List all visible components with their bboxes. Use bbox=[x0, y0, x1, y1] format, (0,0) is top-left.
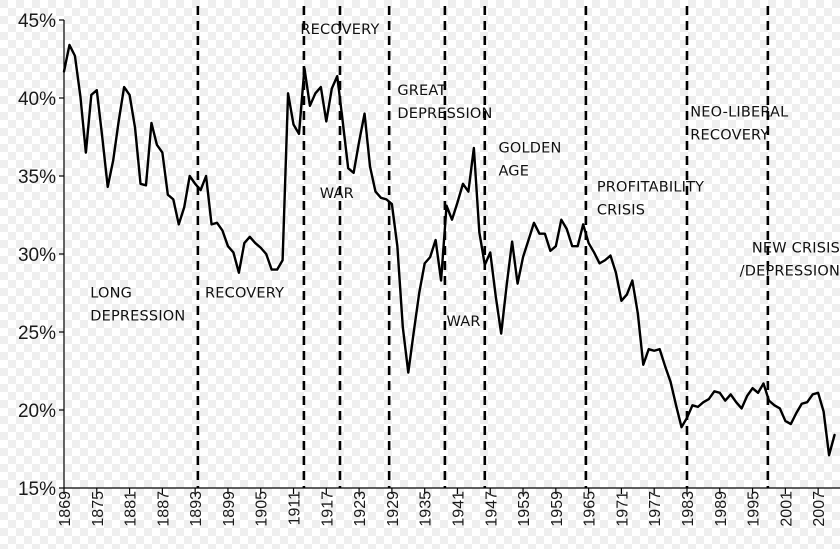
annotation-line: GOLDEN bbox=[498, 141, 561, 157]
annotation-line: /DEPRESSION bbox=[740, 263, 840, 279]
x-tick-label: 1977 bbox=[647, 491, 664, 527]
period-annotation: GOLDEN AGE bbox=[498, 141, 561, 180]
x-tick-label: 1983 bbox=[680, 491, 697, 527]
period-annotation: PROFITABILITY CRISIS bbox=[597, 180, 704, 219]
annotation-line: WAR bbox=[447, 314, 481, 330]
annotation-line: CRISIS bbox=[597, 203, 645, 219]
period-annotation: WAR bbox=[320, 186, 354, 202]
period-annotation: RECOVERY bbox=[300, 22, 379, 38]
annotation-line: GREAT bbox=[397, 83, 446, 99]
y-tick-label: 40% bbox=[18, 89, 56, 110]
period-dividers bbox=[196, 6, 770, 488]
x-tick-label: 1935 bbox=[418, 491, 435, 527]
x-tick-label: 1893 bbox=[188, 491, 205, 527]
x-axis-ticks: 1869 1875 1881 1887 1893 1899 1905 1911 1917 1923… bbox=[57, 488, 828, 527]
x-tick-label: 1899 bbox=[221, 491, 238, 527]
x-tick-label: 1947 bbox=[483, 491, 500, 527]
annotation-line: RECOVERY bbox=[300, 22, 379, 38]
x-tick-label: 1953 bbox=[516, 491, 533, 527]
x-tick-label: 2007 bbox=[811, 491, 828, 527]
x-tick-label: 1971 bbox=[614, 491, 631, 527]
annotation-line: PROFITABILITY bbox=[597, 180, 704, 196]
y-tick-label: 45% bbox=[18, 11, 56, 32]
x-tick-label: 1995 bbox=[746, 491, 763, 527]
y-tick-label: 20% bbox=[18, 401, 56, 422]
annotation-line: LONG bbox=[90, 286, 132, 302]
x-tick-label: 1875 bbox=[90, 491, 107, 527]
annotation-line: NEW CRISIS bbox=[752, 240, 840, 256]
annotation-line: NEO-LIBERAL bbox=[690, 105, 788, 121]
x-tick-label: 1923 bbox=[352, 491, 369, 527]
y-tick-label: 30% bbox=[18, 245, 56, 266]
y-tick-label: 25% bbox=[18, 323, 56, 344]
annotation-line: WAR bbox=[320, 186, 354, 202]
period-annotation: GREAT DEPRESSION bbox=[397, 83, 492, 122]
x-tick-label: 1917 bbox=[319, 491, 336, 527]
period-annotation: LONG DEPRESSION bbox=[90, 286, 185, 325]
period-annotation: NEO-LIBERAL RECOVERY bbox=[690, 105, 788, 144]
annotation-line: RECOVERY bbox=[205, 286, 284, 302]
x-tick-label: 2001 bbox=[778, 491, 795, 527]
annotation-line: RECOVERY bbox=[690, 128, 769, 144]
x-tick-label: 1869 bbox=[57, 491, 74, 527]
x-tick-label: 1905 bbox=[254, 491, 271, 527]
annotation-line: DEPRESSION bbox=[90, 309, 185, 325]
period-annotation: WAR bbox=[447, 314, 481, 330]
y-tick-label: 15% bbox=[18, 479, 56, 500]
y-tick-label: 35% bbox=[18, 167, 56, 188]
series-line bbox=[62, 43, 836, 457]
x-tick-label: 1929 bbox=[385, 491, 402, 527]
x-tick-label: 1959 bbox=[549, 491, 566, 527]
period-annotations: LONG DEPRESSION RECOVERY RECOVERY WAR GREAT DE… bbox=[90, 22, 840, 330]
axes bbox=[63, 20, 840, 489]
x-tick-label: 1989 bbox=[713, 491, 730, 527]
period-annotation: NEW CRISIS/DEPRESSION bbox=[740, 240, 840, 279]
x-tick-label: 1965 bbox=[582, 491, 599, 527]
x-tick-label: 1941 bbox=[450, 491, 467, 527]
annotation-line: AGE bbox=[498, 164, 529, 180]
x-tick-label: 1911 bbox=[287, 491, 304, 526]
x-tick-label: 1887 bbox=[155, 491, 172, 527]
y-axis-ticks: 15% 20% 25% 30% 35% 40% 45% bbox=[18, 11, 64, 500]
annotation-line: DEPRESSION bbox=[397, 106, 492, 122]
x-tick-label: 1881 bbox=[123, 491, 140, 527]
period-annotation: RECOVERY bbox=[205, 286, 284, 302]
